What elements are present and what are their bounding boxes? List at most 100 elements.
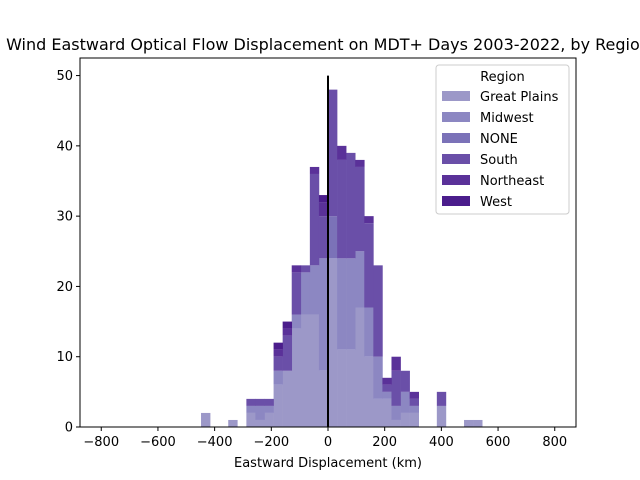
bar-great-plains-11 [328,258,338,427]
bar-midwest-7 [318,258,329,371]
bar-midwest-13 [382,391,392,399]
legend-swatch-south [442,154,470,164]
y-tick-label: 10 [56,350,73,365]
bar-northeast-7 [364,216,374,224]
bar-northeast-2 [291,265,302,273]
y-tick-label: 40 [56,139,73,154]
x-tick-label: −800 [83,435,119,450]
bar-midwest-3 [273,370,283,385]
bar-great-plains-5 [273,384,283,427]
bar-south-2 [264,398,274,406]
legend-label-west: West [480,195,512,210]
legend-label-northeast: Northeast [480,174,544,189]
bar-northeast-3 [309,166,320,174]
bar-great-plains-15 [364,356,374,427]
bar-south-3 [273,356,283,371]
bar-great-plains-19 [400,412,410,427]
bar-south-8 [318,216,329,259]
bar-great-plains-16 [373,398,383,427]
bar-west-0 [273,342,283,350]
y-tick-label: 0 [65,421,73,436]
bar-great-plains-3 [255,419,265,427]
legend-swatch-none [442,133,470,143]
x-axis-ticks: −800 −600 −400 −200 0 200 400 600 800 [83,427,567,450]
bars-group [201,89,483,427]
bar-midwest-0 [246,405,256,413]
bar-west-1 [282,321,293,329]
legend-label-none: NONE [480,132,518,147]
bar-midwest-15 [400,391,410,413]
bar-south-11 [346,152,356,259]
bar-south-16 [391,370,401,406]
bar-south-4 [282,335,293,371]
bar-midwest-9 [346,258,356,350]
bar-none-0 [328,216,338,259]
x-axis-label: Eastward Displacement (km) [234,456,422,471]
bar-great-plains-1 [228,419,238,427]
bar-south-1 [255,398,265,406]
legend-swatch-great-plains [442,91,470,101]
y-axis-ticks: 0 10 20 30 40 50 [56,69,80,436]
bar-south-0 [246,398,256,406]
bar-midwest-6 [309,265,320,315]
x-tick-label: 600 [486,435,511,450]
bar-great-plains-4 [264,412,274,427]
legend-swatch-west [442,196,470,206]
x-tick-label: −600 [140,435,176,450]
legend-swatch-midwest [442,112,470,122]
bar-midwest-11 [364,307,374,357]
bar-great-plains-12 [337,349,347,427]
bar-midwest-4 [291,314,302,329]
bar-midwest-10 [355,251,365,308]
bar-great-plains-6 [282,370,293,427]
bar-great-plains-8 [300,314,311,427]
bar-great-plains-21 [436,405,447,427]
bar-great-plains-18 [391,419,401,427]
bar-northeast-6 [355,159,365,167]
bar-south-13 [364,223,374,308]
bar-northeast-5 [337,145,347,160]
bar-south-18 [409,398,419,406]
bar-south-17 [400,370,410,392]
x-tick-label: 800 [542,435,567,450]
bar-south-6 [300,265,311,273]
bar-great-plains-14 [355,307,365,427]
bar-midwest-14 [391,405,401,420]
y-tick-label: 30 [56,210,73,225]
bar-great-plains-0 [201,412,211,427]
x-tick-label: −400 [197,435,233,450]
bar-midwest-1 [255,405,265,420]
bar-northeast-1 [282,328,293,336]
bar-south-7 [309,173,320,266]
x-tick-label: 0 [324,435,332,450]
x-tick-label: −200 [253,435,289,450]
bar-great-plains-2 [246,412,256,427]
bar-great-plains-23 [473,419,483,427]
bar-great-plains-17 [382,398,392,427]
bar-midwest-8 [337,258,347,350]
bar-northeast-9 [391,356,401,371]
chart-title: Wind Eastward Optical Flow Displacement … [6,35,640,54]
x-tick-label: 400 [429,435,454,450]
bar-south-9 [328,89,338,217]
bar-northeast-8 [382,377,392,385]
legend-title: Region [480,70,525,85]
bar-great-plains-9 [309,314,320,427]
legend-label-south: South [480,153,518,168]
bar-south-10 [337,159,347,259]
bar-great-plains-13 [346,349,356,427]
y-tick-label: 20 [56,280,73,295]
bar-great-plains-7 [291,328,302,427]
bar-south-19 [436,391,447,406]
bar-south-5 [291,272,302,315]
bar-south-14 [373,265,383,357]
bar-south-12 [355,166,365,252]
legend-label-midwest: Midwest [480,111,534,126]
legend-swatch-northeast [442,175,470,185]
bar-west-2 [318,195,329,203]
bar-great-plains-20 [409,412,419,427]
bar-northeast-4 [318,202,329,217]
x-tick-label: 200 [372,435,397,450]
bar-great-plains-22 [464,419,474,427]
